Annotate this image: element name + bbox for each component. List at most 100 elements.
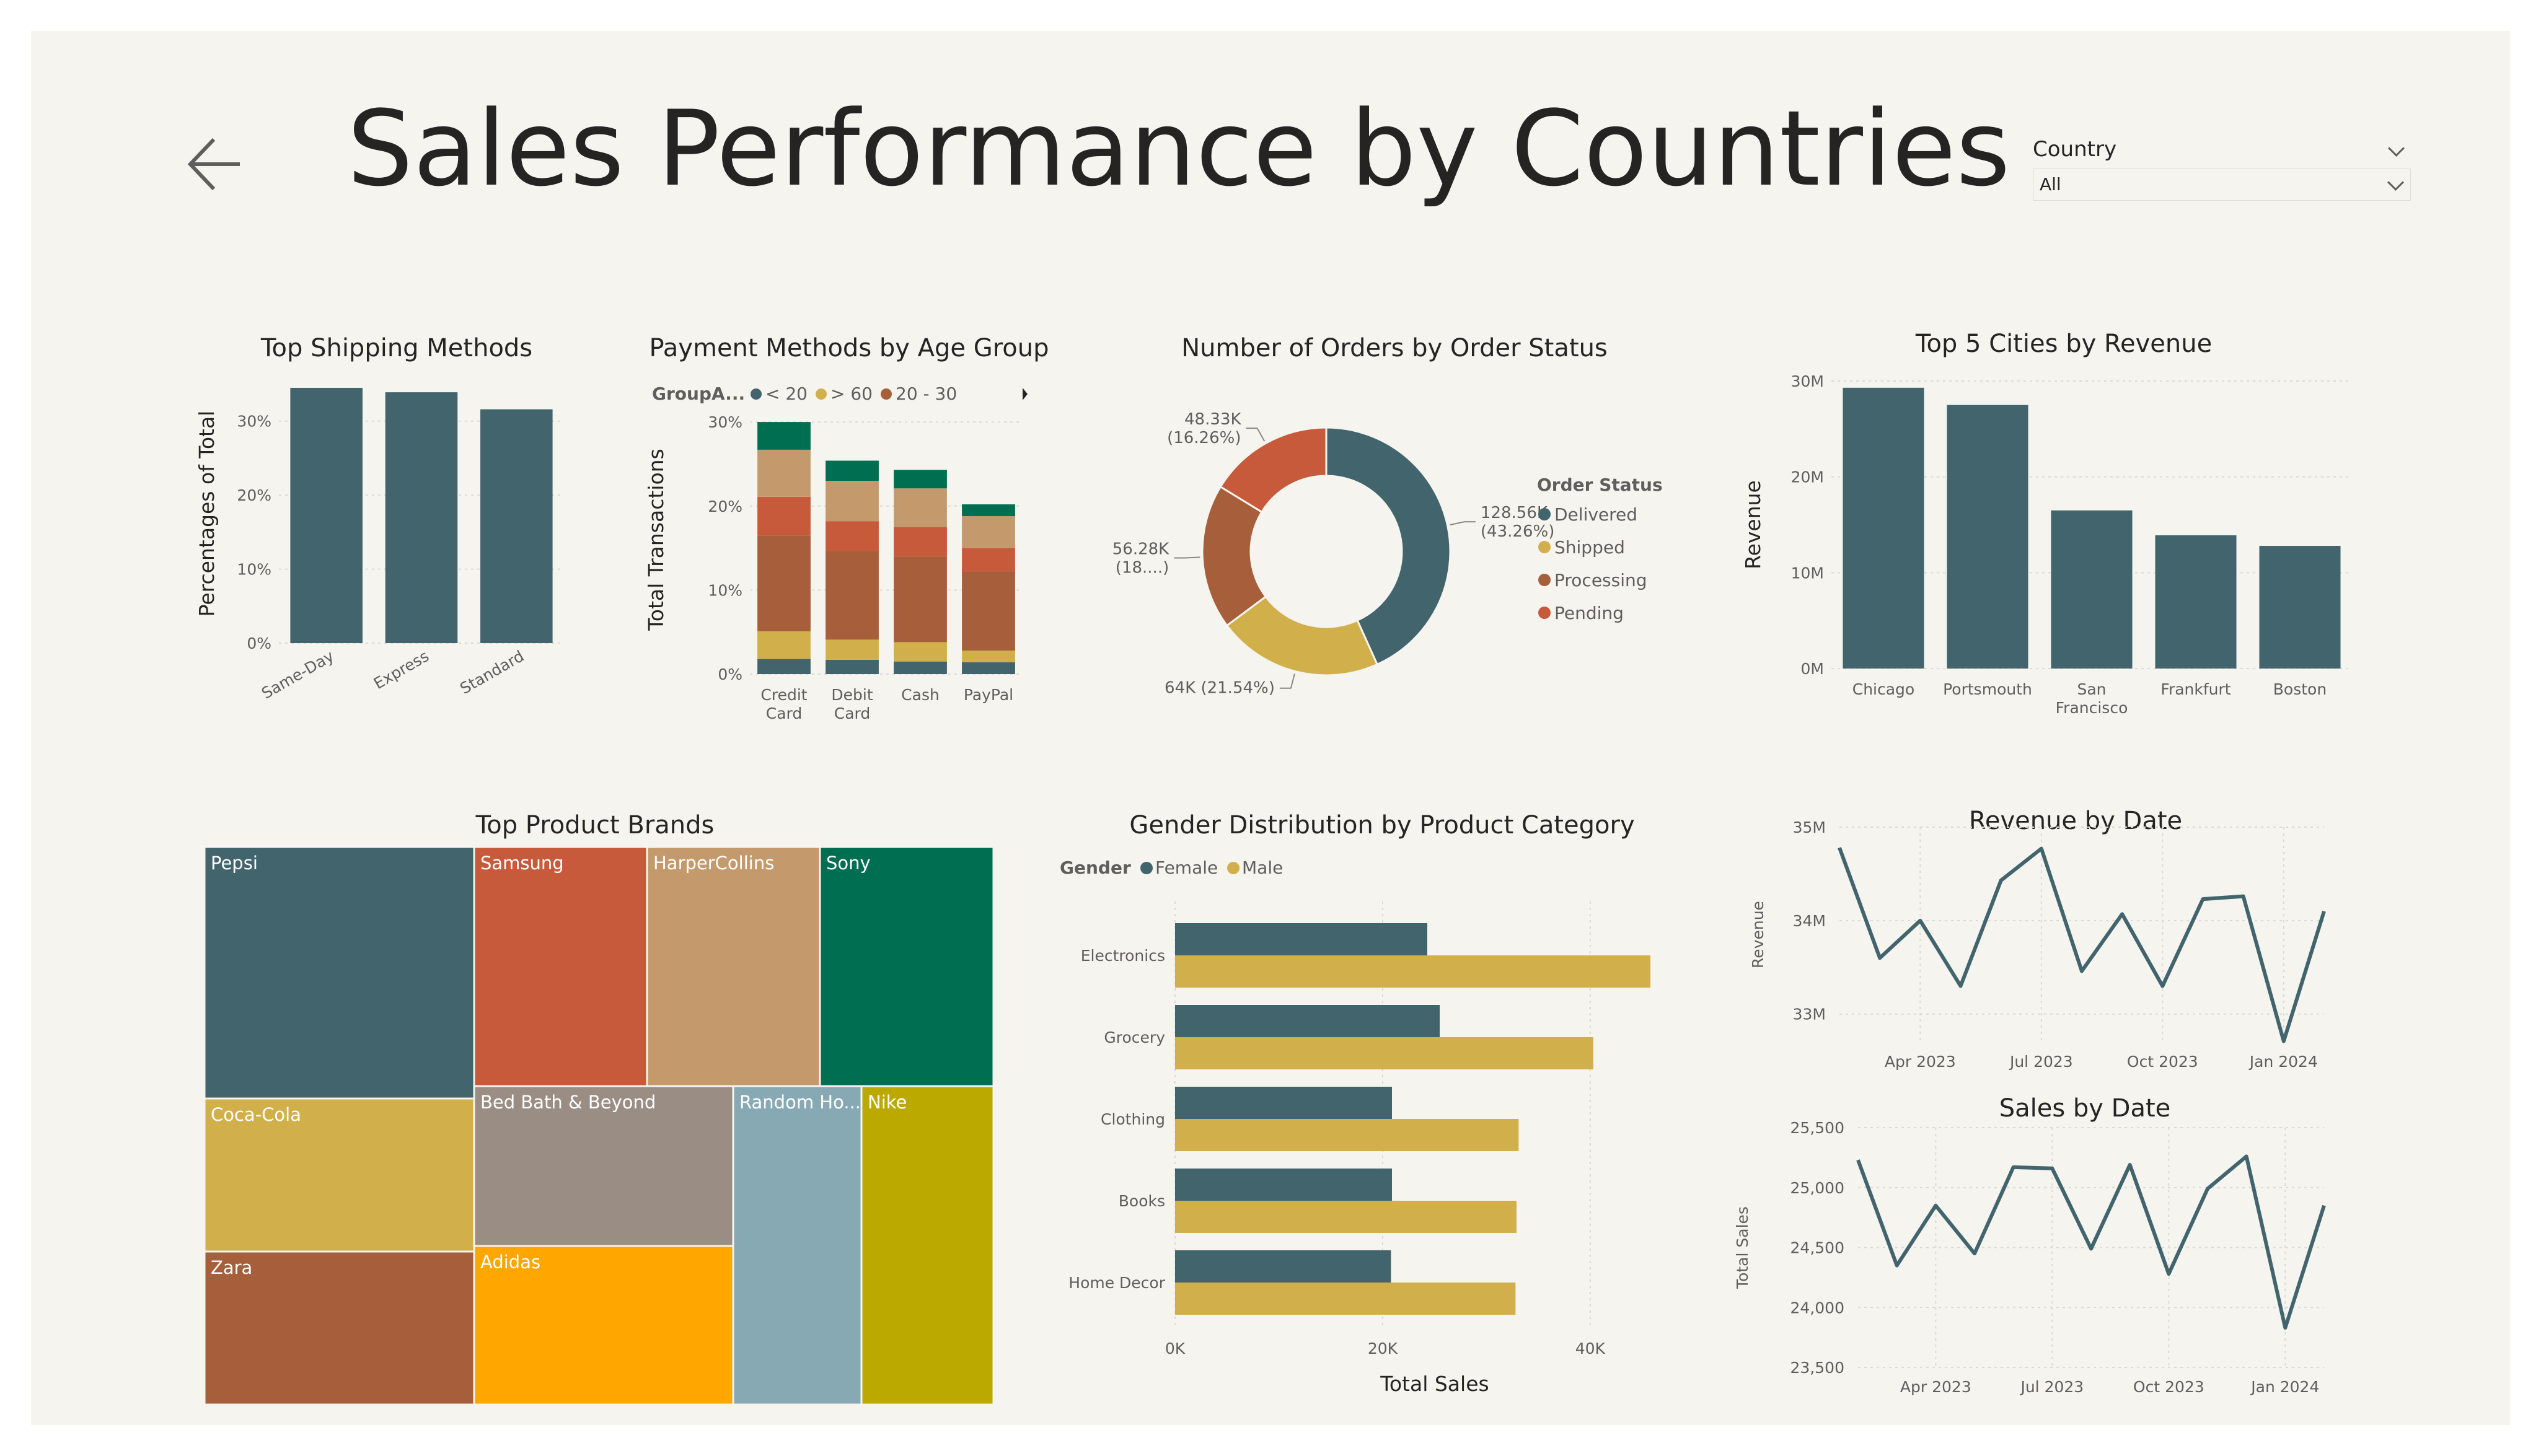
y-tick-label: Grocery [1104,1028,1165,1046]
treemap-label: Sony [826,853,871,874]
x-tick-label: San Francisco [2056,680,2128,717]
payment-methods-chart: Payment Methods by Age Group 0% 10% 20% 30% T… [644,334,1049,722]
bar-segment [962,548,1015,572]
bar-segment [962,662,1015,674]
y-tick-label: Books [1119,1192,1165,1210]
y-tick-label: 10M [1791,564,1824,582]
chart-title: Sales by Date [1999,1094,2171,1123]
x-tick-label: Same-Day [258,647,337,703]
arrow-left-icon [187,138,240,191]
x-tick-label: Jul 2023 [2019,1378,2084,1396]
x-tick-label: PayPal [964,686,1013,704]
y-tick-label: 25,500 [1790,1119,1844,1137]
bar-segment [757,449,811,497]
orders-status-chart: Number of Orders by Order Status128.56K(… [1112,334,1663,698]
y-axis-label: Total Sales [1733,1206,1751,1289]
bar-segment [757,535,811,631]
treemap-tile [203,846,475,1100]
y-tick-label: 33M [1793,1006,1826,1024]
bar-segment [962,516,1015,548]
y-tick-label: 24,500 [1790,1239,1844,1257]
y-tick-label: 23,500 [1790,1359,1844,1377]
bar-segment [894,527,947,557]
chevron-right-icon [1023,388,1028,400]
y-tick-label: 0% [718,665,742,683]
data-label: 64K (21.54%) [1165,679,1275,698]
data-label: 128.56K (43.26%) [1481,504,1554,541]
treemap-tile [473,1245,734,1406]
legend-title: Gender [1060,857,1131,878]
bar-segment [826,481,879,522]
legend-label: > 60 [830,384,873,404]
y-tick-label: 34M [1793,912,1826,930]
x-tick-label: Oct 2023 [2133,1378,2204,1396]
bar [2051,510,2133,669]
treemap-label: Samsung [480,853,564,874]
country-dropdown[interactable]: All [2033,169,2411,201]
data-label: 48.33K (16.26%) [1167,410,1241,447]
bar [1175,1005,1440,1037]
data-label-line: (43.26%) [1481,522,1554,541]
treemap-label: Coca-Cola [211,1104,301,1125]
legend-marker [816,388,827,400]
legend-title: Order Status [1537,475,1663,495]
y-axis-label: Revenue [1749,901,1767,968]
slicer-label: Country [2033,137,2117,162]
x-tick-line: PayPal [964,686,1013,704]
bar-segment [894,661,947,674]
treemap-label: Bed Bath & Beyond [480,1092,656,1113]
x-tick-label: Jan 2024 [2248,1053,2318,1071]
back-button[interactable] [183,133,245,195]
legend-title: GroupA... [652,384,745,404]
x-tick-label: Cash [901,686,940,704]
legend-label: Pending [1554,603,1624,623]
bar-segment [757,422,811,450]
label-leader [1279,673,1295,689]
treemap-tile [473,846,648,1087]
legend-label: Female [1155,857,1218,878]
bar-segment [962,651,1015,663]
y-tick-label: 10% [708,581,742,599]
data-label-line: (16.26%) [1167,429,1241,447]
x-tick-line: Francisco [2056,699,2128,717]
bar [1175,1169,1393,1201]
x-axis-label: Total Sales [1380,1372,1489,1396]
data-label-line: (18....) [1116,558,1169,577]
legend-label: 20 - 30 [896,384,957,404]
data-label-line: 48.33K [1184,410,1241,429]
donut-slice [1325,426,1451,666]
x-tick-label: Apr 2023 [1885,1053,1956,1071]
treemap-tile [860,1085,995,1406]
x-tick-line: Card [766,704,802,722]
y-tick-label: 0M [1801,660,1824,678]
country-slicer[interactable]: Country All [2033,136,2411,201]
bar-segment [826,639,879,660]
y-tick-label: 10% [237,561,271,579]
data-label-line: 128.56K [1481,504,1548,522]
legend-marker [1538,607,1551,619]
x-tick-line: Chicago [1852,680,1914,698]
treemap-tile [203,1097,475,1253]
gender-distribution-chart: Gender Distribution by Product Category G… [1060,811,1650,1396]
bar-segment [826,521,879,551]
y-tick-label: 35M [1793,818,1826,836]
x-tick-label: Portsmouth [1943,680,2032,698]
bar [1175,955,1650,988]
legend-marker [881,388,892,400]
legend-marker [1538,508,1551,520]
y-tick-label: Clothing [1101,1110,1165,1128]
shipping-methods-chart: Top Shipping Methods 0% 10% 20% 30% Percentag… [195,334,564,703]
bar [1175,923,1427,955]
bar-segment [757,659,811,674]
legend-marker [751,388,762,400]
legend-label: Shipped [1554,537,1625,558]
chart-title: Top 5 Cities by Revenue [1915,330,2212,358]
label-leader [1174,556,1200,559]
y-tick-label: 20% [237,486,271,504]
y-tick-label: 20% [708,498,742,515]
chart-title: Number of Orders by Order Status [1181,334,1608,362]
y-tick-label: 24,000 [1790,1299,1844,1317]
x-tick-line: San [2077,680,2106,698]
series-line [1856,1154,2326,1330]
x-tick-label: Boston [2273,680,2327,698]
